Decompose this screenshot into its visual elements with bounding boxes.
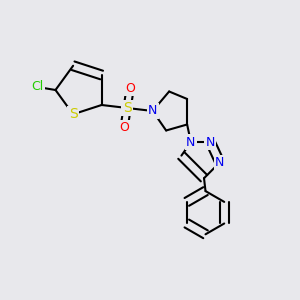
Text: Cl: Cl <box>32 80 44 94</box>
Text: S: S <box>123 101 131 115</box>
Text: N: N <box>206 136 215 148</box>
Text: S: S <box>69 107 77 121</box>
Text: O: O <box>119 121 129 134</box>
Text: N: N <box>186 136 196 148</box>
Text: N: N <box>148 104 157 118</box>
Text: N: N <box>215 156 224 169</box>
Text: O: O <box>125 82 135 95</box>
